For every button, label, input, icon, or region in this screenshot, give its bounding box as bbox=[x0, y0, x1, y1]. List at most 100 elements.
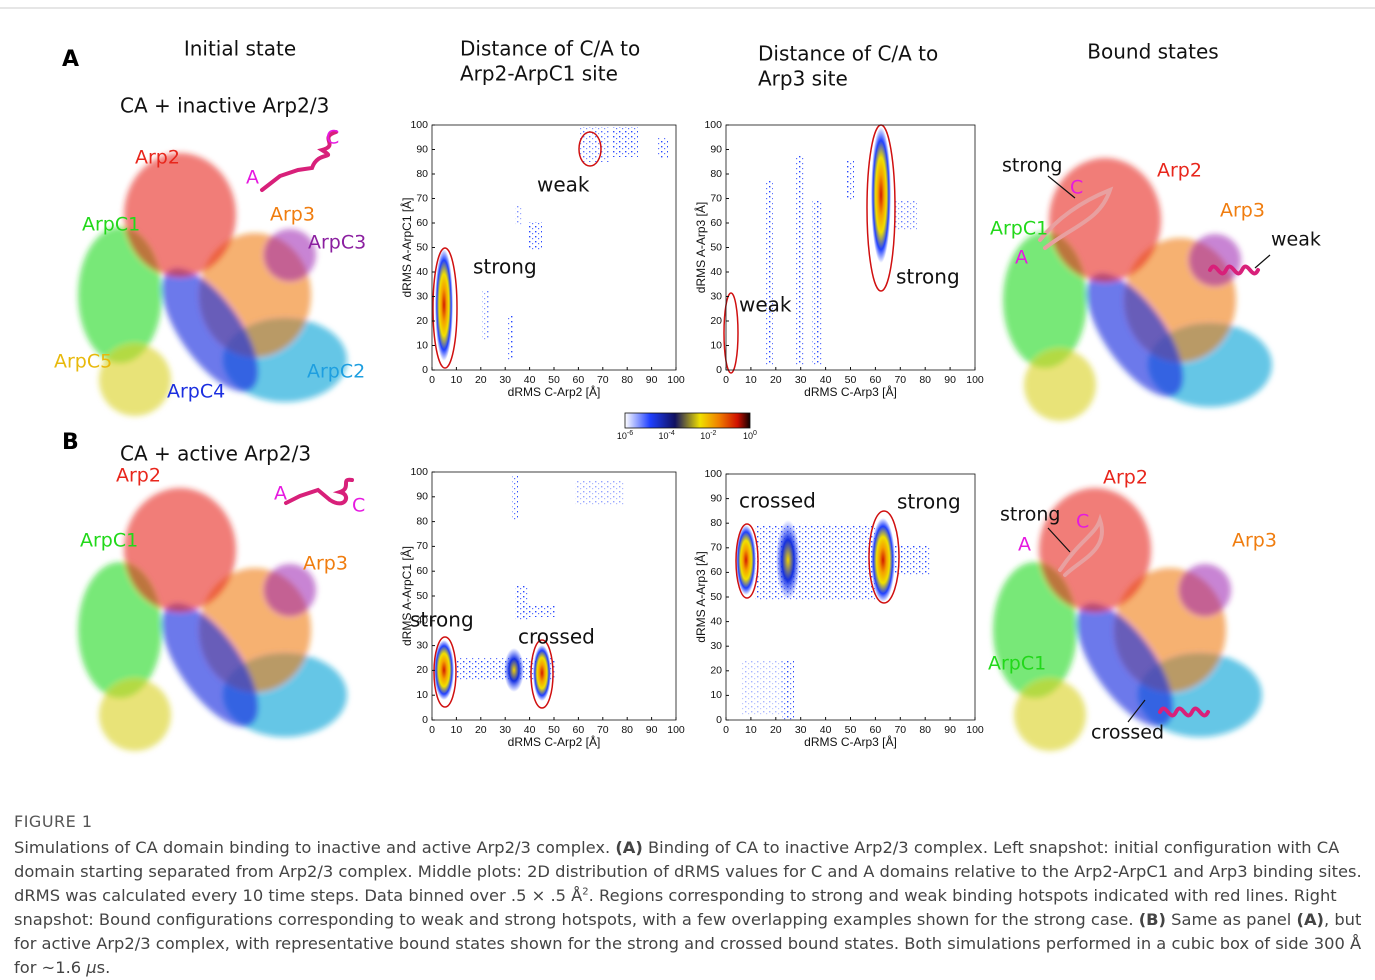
y-tick-label: 50 bbox=[416, 241, 428, 253]
y-tick-label: 80 bbox=[416, 168, 428, 180]
x-tick-label: 0 bbox=[723, 724, 729, 736]
molecule-label: ArpC4 bbox=[167, 381, 225, 403]
molecule-label: strong bbox=[1000, 504, 1060, 526]
complex-image bbox=[1003, 158, 1272, 421]
y-tick-label: 20 bbox=[710, 665, 722, 677]
x-tick-label: 50 bbox=[548, 374, 560, 386]
caption-text: (A) bbox=[1296, 910, 1324, 929]
annotation: strong bbox=[473, 255, 537, 279]
x-tick-label: 30 bbox=[795, 724, 807, 736]
y-tick-label: 60 bbox=[710, 217, 722, 229]
y-tick-label: 80 bbox=[710, 517, 722, 529]
y-tick-label: 0 bbox=[422, 364, 428, 376]
caption-text: . Regions corresponding to strong and we… bbox=[14, 886, 1337, 929]
caption: Simulations of CA domain binding to inac… bbox=[14, 836, 1364, 980]
y-tick-label: 50 bbox=[710, 241, 722, 253]
y-tick-label: 70 bbox=[416, 540, 428, 552]
y-axis-label: dRMS A-ArpC1 [Å] bbox=[399, 197, 414, 297]
y-tick-label: 60 bbox=[416, 565, 428, 577]
x-tick-label: 80 bbox=[621, 374, 633, 386]
x-tick-label: 10 bbox=[745, 374, 757, 386]
density-map bbox=[432, 124, 930, 720]
molecule-label: ArpC2 bbox=[307, 361, 365, 383]
annotation: crossed bbox=[739, 489, 816, 513]
y-tick-label: 20 bbox=[416, 664, 428, 676]
caption-text: (B) bbox=[1138, 910, 1166, 929]
x-tick-label: 100 bbox=[667, 374, 685, 386]
colorbar-exponent: -6 bbox=[627, 430, 633, 437]
colorbar-label: 100 bbox=[743, 430, 757, 442]
x-tick-label: 90 bbox=[944, 724, 956, 736]
annotation: strong bbox=[410, 608, 474, 632]
peptide bbox=[260, 130, 1260, 718]
y-tick-label: 90 bbox=[416, 143, 428, 155]
y-tick-label: 80 bbox=[710, 168, 722, 180]
complex-image bbox=[78, 488, 347, 751]
colorbar-exponent: 0 bbox=[753, 430, 757, 437]
x-axis-label: dRMS C-Arp3 [Å] bbox=[804, 734, 897, 749]
figure: Initial state Distance of C/A to Arp2-Ar… bbox=[0, 7, 1375, 790]
x-tick-label: 100 bbox=[966, 724, 984, 736]
y-tick-label: 10 bbox=[710, 339, 722, 351]
annotation: strong bbox=[896, 265, 960, 289]
y-tick-label: 0 bbox=[716, 364, 722, 376]
x-tick-label: 50 bbox=[845, 724, 857, 736]
x-tick-label: 30 bbox=[499, 374, 511, 386]
y-tick-label: 0 bbox=[422, 714, 428, 726]
annotation: crossed bbox=[518, 625, 595, 649]
y-tick-label: 90 bbox=[710, 143, 722, 155]
molecule-label: ArpC1 bbox=[990, 218, 1048, 240]
y-tick-label: 40 bbox=[710, 266, 722, 278]
y-tick-label: 70 bbox=[710, 542, 722, 554]
annotation: weak bbox=[537, 173, 590, 197]
panel-letter: A bbox=[62, 47, 79, 72]
heading: Distance of C/A to bbox=[758, 42, 938, 66]
y-tick-label: 70 bbox=[710, 192, 722, 204]
y-tick-label: 70 bbox=[416, 192, 428, 204]
y-axis-label: dRMS A-Arp3 [Å] bbox=[693, 551, 708, 642]
panel-subtitle: CA + inactive Arp2/3 bbox=[120, 94, 329, 118]
y-tick-label: 40 bbox=[710, 615, 722, 627]
molecule-label: C bbox=[1070, 177, 1083, 199]
molecule-label: ArpC5 bbox=[54, 351, 112, 373]
colorbar-base: 10 bbox=[700, 431, 710, 441]
y-tick-label: 20 bbox=[416, 315, 428, 327]
x-tick-label: 30 bbox=[499, 724, 511, 736]
x-tick-label: 40 bbox=[820, 374, 832, 386]
y-tick-label: 100 bbox=[704, 468, 722, 480]
y-tick-label: 10 bbox=[416, 689, 428, 701]
molecule-label: A bbox=[1018, 534, 1031, 556]
x-tick-label: 10 bbox=[451, 374, 463, 386]
molecule-label: ArpC1 bbox=[82, 214, 140, 236]
molecule-label: strong bbox=[1002, 155, 1062, 177]
x-axis-label: dRMS C-Arp2 [Å] bbox=[508, 734, 601, 749]
annotation: strong bbox=[897, 490, 961, 514]
x-tick-label: 40 bbox=[524, 724, 536, 736]
molecule-label: weak bbox=[1271, 229, 1321, 251]
annotation: weak bbox=[739, 293, 792, 317]
heading: Initial state bbox=[184, 37, 296, 61]
plot-frame bbox=[431, 471, 677, 721]
y-tick-label: 60 bbox=[710, 566, 722, 578]
x-tick-label: 60 bbox=[573, 374, 585, 386]
caption-text: Same as panel bbox=[1165, 910, 1297, 929]
caption-text: Binding of CA to inactive Arp2/3 complex… bbox=[14, 838, 1362, 905]
x-tick-label: 80 bbox=[919, 374, 931, 386]
x-tick-label: 70 bbox=[597, 724, 609, 736]
plot-frame bbox=[431, 124, 677, 371]
y-tick-label: 0 bbox=[716, 714, 722, 726]
y-tick-label: 10 bbox=[710, 689, 722, 701]
colorbar-exponent: -2 bbox=[710, 430, 716, 437]
x-tick-label: 100 bbox=[667, 724, 685, 736]
x-tick-label: 60 bbox=[870, 724, 882, 736]
y-tick-label: 40 bbox=[416, 266, 428, 278]
x-tick-label: 50 bbox=[548, 724, 560, 736]
figure-label: FIGURE 1 bbox=[14, 812, 93, 831]
x-tick-label: 40 bbox=[524, 374, 536, 386]
molecule-label: Arp2 bbox=[1103, 467, 1148, 489]
x-tick-label: 70 bbox=[597, 374, 609, 386]
x-tick-label: 20 bbox=[475, 374, 487, 386]
colorbar-label: 10-6 bbox=[617, 430, 633, 442]
caption-text: Simulations of CA domain binding to inac… bbox=[14, 838, 616, 857]
